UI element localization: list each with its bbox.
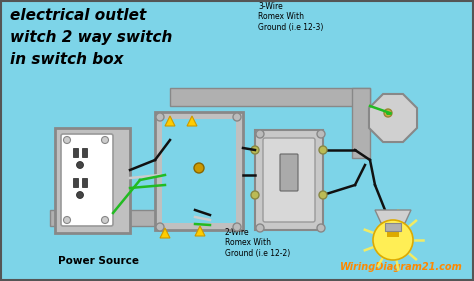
Circle shape xyxy=(156,113,164,121)
FancyBboxPatch shape xyxy=(280,154,298,191)
Polygon shape xyxy=(375,210,411,223)
Circle shape xyxy=(317,224,325,232)
Polygon shape xyxy=(195,226,205,236)
FancyBboxPatch shape xyxy=(73,178,78,187)
FancyBboxPatch shape xyxy=(82,148,87,157)
FancyBboxPatch shape xyxy=(352,88,370,158)
FancyBboxPatch shape xyxy=(82,178,87,187)
FancyBboxPatch shape xyxy=(162,119,236,223)
Circle shape xyxy=(251,191,259,199)
Circle shape xyxy=(156,223,164,231)
Circle shape xyxy=(76,191,83,198)
Circle shape xyxy=(384,109,392,117)
Circle shape xyxy=(319,146,327,154)
Circle shape xyxy=(256,130,264,138)
FancyBboxPatch shape xyxy=(263,138,315,222)
Polygon shape xyxy=(369,94,417,142)
Text: electrical outlet: electrical outlet xyxy=(10,8,146,23)
FancyBboxPatch shape xyxy=(55,128,130,233)
Text: 2-Wire
Romex With
Ground (i.e 12-2): 2-Wire Romex With Ground (i.e 12-2) xyxy=(225,228,290,258)
FancyBboxPatch shape xyxy=(170,88,370,106)
Circle shape xyxy=(251,146,259,154)
Circle shape xyxy=(319,191,327,199)
Text: witch 2 way switch: witch 2 way switch xyxy=(10,30,173,45)
FancyBboxPatch shape xyxy=(61,134,113,226)
Polygon shape xyxy=(165,116,175,126)
Text: in switch box: in switch box xyxy=(10,52,124,67)
FancyBboxPatch shape xyxy=(387,223,399,237)
Circle shape xyxy=(256,224,264,232)
Text: Power Source: Power Source xyxy=(58,256,139,266)
Circle shape xyxy=(317,130,325,138)
Circle shape xyxy=(233,113,241,121)
FancyBboxPatch shape xyxy=(155,112,243,230)
Circle shape xyxy=(194,163,204,173)
FancyBboxPatch shape xyxy=(385,223,401,231)
FancyBboxPatch shape xyxy=(50,210,215,226)
Circle shape xyxy=(64,216,71,223)
Circle shape xyxy=(233,223,241,231)
Circle shape xyxy=(64,137,71,144)
FancyBboxPatch shape xyxy=(255,130,323,230)
Polygon shape xyxy=(160,228,170,238)
Circle shape xyxy=(101,216,109,223)
FancyBboxPatch shape xyxy=(73,148,78,157)
Polygon shape xyxy=(187,116,197,126)
Circle shape xyxy=(101,137,109,144)
Circle shape xyxy=(76,162,83,169)
Text: 3-Wire
Romex With
Ground (i.e 12-3): 3-Wire Romex With Ground (i.e 12-3) xyxy=(258,2,323,32)
Text: WiringDiagram21.com: WiringDiagram21.com xyxy=(340,262,463,272)
Circle shape xyxy=(373,220,413,260)
